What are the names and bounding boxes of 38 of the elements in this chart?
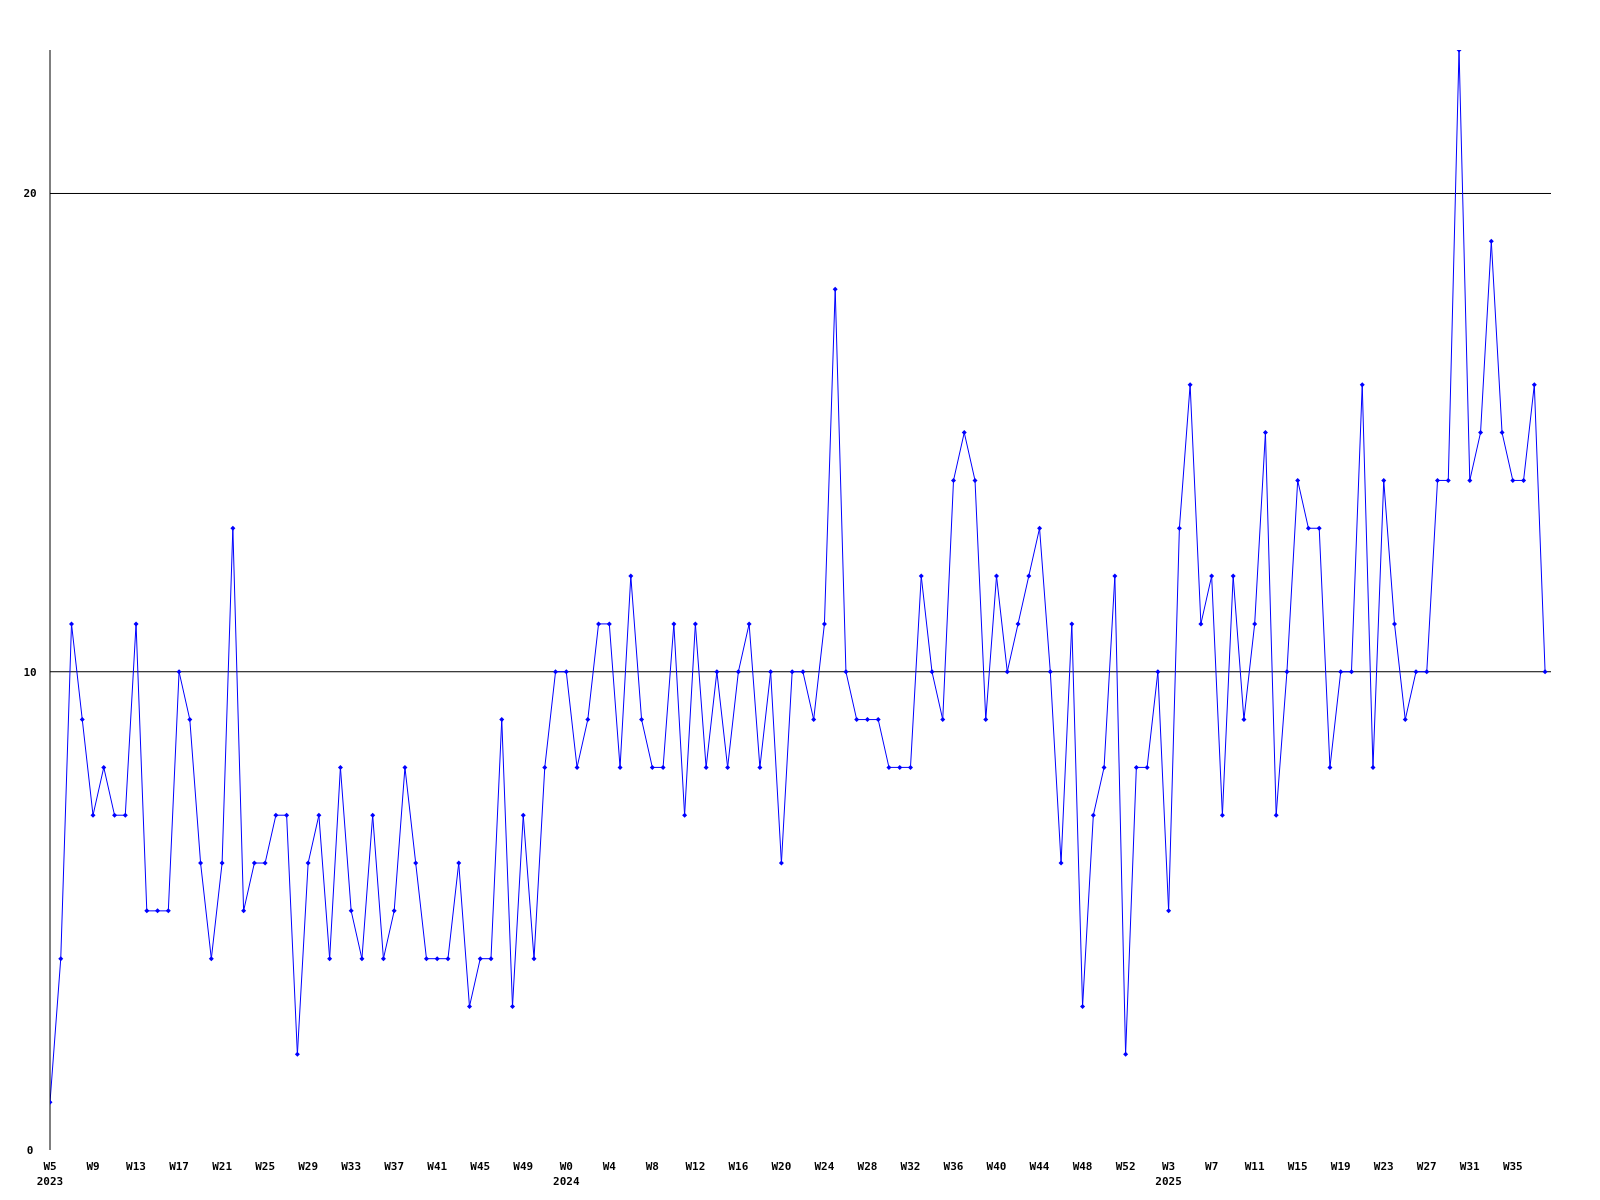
x-tick-label: W44	[1029, 1160, 1050, 1173]
x-tick-label: W21	[212, 1160, 233, 1173]
x-tick-label: W23	[1373, 1160, 1394, 1173]
x-tick-label: W35	[1502, 1160, 1523, 1173]
x-tick-label: W49	[513, 1160, 534, 1173]
x-tick-label: W40	[986, 1160, 1007, 1173]
x-tick-label: W0 2024	[553, 1160, 580, 1188]
x-tick-label: W41	[427, 1160, 448, 1173]
x-tick-label: W48	[1072, 1160, 1093, 1173]
x-tick-label: W29	[298, 1160, 319, 1173]
x-tick-label: W11	[1244, 1160, 1265, 1173]
x-tick-label: W7	[1205, 1160, 1219, 1173]
x-tick-label: W27	[1416, 1160, 1437, 1173]
x-tick-label: W12	[685, 1160, 706, 1173]
x-tick-label: W9	[86, 1160, 100, 1173]
y-tick-label: 0	[26, 1144, 34, 1157]
x-tick-label: W17	[169, 1160, 190, 1173]
x-tick-label: W24	[814, 1160, 835, 1173]
y-tick-label: 10	[23, 665, 37, 679]
x-tick-label: W28	[857, 1160, 878, 1173]
x-tick-label: W36	[943, 1160, 964, 1173]
y-tick-label: 20	[23, 187, 37, 201]
x-tick-label: W31	[1459, 1160, 1481, 1173]
x-tick-label: W25	[255, 1160, 276, 1173]
x-tick-label: W37	[384, 1160, 405, 1173]
x-tick-label: W5 2023	[36, 1160, 64, 1188]
x-tick-label: W33	[341, 1160, 362, 1173]
x-tick-label: W3 2025	[1155, 1160, 1182, 1188]
x-tick-label: W15	[1287, 1160, 1308, 1173]
x-tick-label: W45	[470, 1160, 491, 1173]
x-tick-label: W32	[900, 1160, 921, 1173]
x-tick-label: W8	[645, 1160, 659, 1173]
x-tick-label: W52	[1115, 1160, 1136, 1173]
x-tick-label: W20	[771, 1160, 792, 1173]
x-tick-label: W13	[126, 1160, 146, 1173]
x-tick-label: W16	[728, 1160, 749, 1173]
x-tick-label: W19	[1330, 1160, 1351, 1173]
x-tick-label: W4	[602, 1160, 617, 1173]
